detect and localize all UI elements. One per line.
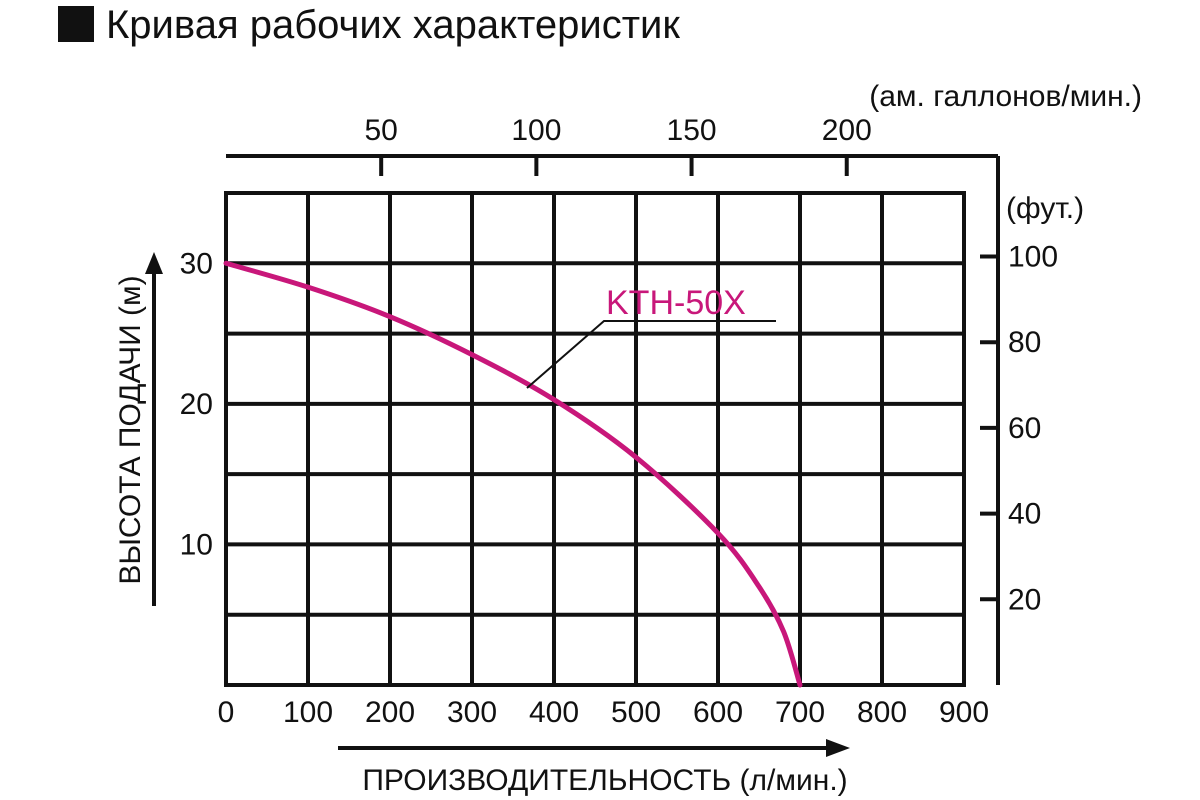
x-tick-label: 600 <box>693 696 743 729</box>
series-label: KTH-50X <box>606 284 746 322</box>
top-tick-label: 200 <box>822 114 872 147</box>
y-axis-arrow <box>145 252 163 606</box>
top-tick-label: 150 <box>667 114 717 147</box>
left-axis: 10 20 30 <box>180 247 213 561</box>
right-tick-label: 60 <box>1008 412 1041 445</box>
y-tick-label: 30 <box>180 247 213 280</box>
x-tick-label: 900 <box>939 696 989 729</box>
top-tick-label: 100 <box>511 114 561 147</box>
x-tick-label: 700 <box>775 696 825 729</box>
top-tick-label: 50 <box>364 114 397 147</box>
x-tick-label: 0 <box>218 696 235 729</box>
x-axis-arrow <box>338 739 850 757</box>
plot-frame <box>224 191 966 687</box>
top-axis: 50 100 150 200 <box>226 114 998 176</box>
series-line-kth-50x <box>223 260 803 688</box>
right-tick-label: 80 <box>1008 326 1041 359</box>
plot-grid <box>224 191 966 687</box>
x-tick-label: 800 <box>857 696 907 729</box>
x-tick-label: 300 <box>447 696 497 729</box>
y-tick-label: 10 <box>180 528 213 561</box>
x-tick-label: 500 <box>611 696 661 729</box>
y-axis-label: ВЫСОТА ПОДАЧИ (м) <box>114 275 147 584</box>
x-axis-label: ПРОИЗВОДИТЕЛЬНОСТЬ (л/мин.) <box>362 764 847 797</box>
right-tick-label: 20 <box>1008 583 1041 616</box>
x-tick-label: 400 <box>529 696 579 729</box>
right-tick-label: 100 <box>1008 241 1058 274</box>
title-marker <box>58 6 94 42</box>
x-tick-label: 200 <box>365 696 415 729</box>
chart-title: Кривая рабочих характеристик <box>106 3 680 47</box>
bottom-axis: 0 100 200 300 400 500 600 700 800 900 <box>218 696 989 729</box>
right-axis: 20 40 60 80 100 <box>980 156 1058 685</box>
series-layer: KTH-50X <box>223 260 803 688</box>
series-callout-leader <box>526 320 776 389</box>
x-tick-label: 100 <box>283 696 333 729</box>
right-tick-label: 40 <box>1008 498 1041 531</box>
top-axis-label: (ам. галлонов/мин.) <box>869 80 1142 113</box>
y-tick-label: 20 <box>180 388 213 421</box>
right-axis-label: (фут.) <box>1006 192 1084 225</box>
